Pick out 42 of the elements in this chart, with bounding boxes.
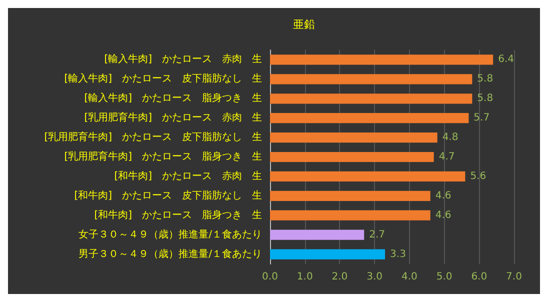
bar (270, 54, 494, 65)
y-tick-label: [輸入牛肉] かたロース 脂身つき 生 (84, 92, 262, 104)
y-tick-label: 男子３０～４９（歳）推進量/１食あたり (78, 248, 262, 260)
x-tick-label: 2.0 (332, 272, 348, 282)
chart-title: 亜鉛 (293, 18, 315, 31)
bar (270, 190, 430, 201)
x-tick-label: 0.0 (262, 272, 278, 282)
y-tick-label: [輸入牛肉] かたロース 赤肉 生 (104, 53, 262, 66)
data-label: 6.4 (498, 54, 514, 66)
bar (270, 171, 466, 182)
data-label: 4.7 (438, 152, 455, 162)
x-tick-label: 1.0 (296, 272, 313, 282)
bar (270, 132, 438, 143)
data-label: 3.3 (390, 248, 406, 260)
data-label: 5.7 (474, 112, 490, 124)
data-label: 2.7 (369, 229, 386, 240)
x-tick-label: 7.0 (506, 272, 522, 282)
bar (270, 152, 434, 162)
x-tick-label: 4.0 (401, 272, 418, 282)
y-tick-label: [和牛肉] かたロース 皮下脂肪なし 生 (74, 189, 262, 202)
y-tick-label: [乳用肥育牛肉] かたロース 脂身つき 生 (64, 150, 262, 162)
y-tick-label: 女子３０～４９（歳）推進量/１食あたり (78, 228, 262, 240)
data-label: 5.6 (470, 170, 486, 182)
y-tick-label: [和牛肉] かたロース 脂身つき 生 (94, 208, 262, 221)
y-tick-label: [和牛肉] かたロース 赤肉 生 (114, 170, 262, 182)
data-label: 5.8 (477, 93, 494, 104)
data-label: 4.8 (442, 132, 458, 144)
x-tick-label: 5.0 (436, 272, 452, 282)
bar (270, 230, 364, 240)
data-label: 4.6 (435, 210, 452, 221)
bar (270, 94, 472, 104)
bar (270, 249, 386, 260)
data-label: 5.8 (477, 74, 494, 85)
y-tick-label: [乳用肥育牛肉] かたロース 皮下脂肪なし 生 (44, 131, 262, 144)
y-tick-label: [乳用肥育牛肉] かたロース 赤肉 生 (84, 112, 262, 124)
data-label: 4.6 (435, 190, 452, 202)
bar (270, 74, 472, 84)
y-tick-label: [輸入牛肉] かたロース 皮下脂肪なし 生 (64, 72, 262, 85)
x-tick-label: 3.0 (366, 272, 383, 282)
bar (270, 210, 430, 220)
x-tick-label: 6.0 (471, 272, 488, 282)
bar (270, 113, 469, 124)
